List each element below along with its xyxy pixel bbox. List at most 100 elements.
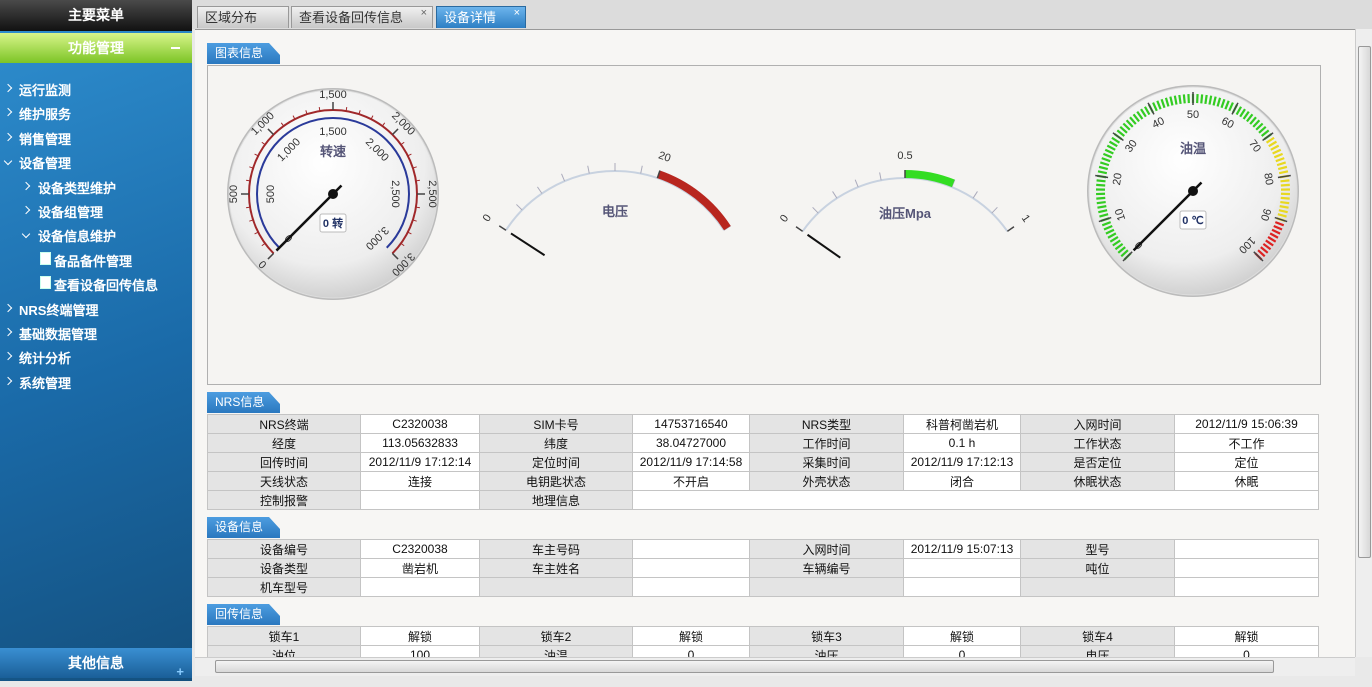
tab[interactable]: 设备详情× xyxy=(436,6,526,28)
label-cell: NRS类型 xyxy=(750,415,904,434)
menu-item[interactable]: 维护服务 xyxy=(19,104,71,123)
gauge-arc xyxy=(803,178,1008,231)
menu-item[interactable]: 统计分析 xyxy=(19,348,71,367)
menu-item[interactable]: 设备类型维护 xyxy=(38,178,116,197)
v-scrollbar[interactable] xyxy=(1355,29,1372,657)
section-tab: NRS信息 xyxy=(207,392,280,413)
menu-group[interactable]: 功能管理 xyxy=(0,33,192,63)
menu-item[interactable]: 销售管理 xyxy=(19,129,71,148)
chevron xyxy=(22,230,30,238)
menu-item[interactable]: 运行监测 xyxy=(19,80,71,99)
value-cell: 解锁 xyxy=(633,627,750,646)
tick-mark xyxy=(796,227,803,232)
chevron xyxy=(4,352,12,360)
value-cell: 0.1 h xyxy=(904,434,1021,453)
value-cell: 113.05632833 xyxy=(361,434,480,453)
table-row: 设备类型凿岩机车主姓名车辆编号吨位 xyxy=(208,559,1319,578)
collapse-icon[interactable] xyxy=(171,47,180,49)
tab[interactable]: 区域分布 xyxy=(197,6,289,28)
value-cell xyxy=(633,578,750,597)
menu-item[interactable]: 设备组管理 xyxy=(38,202,103,221)
menu-item[interactable]: 基础数据管理 xyxy=(19,324,97,343)
label-cell: 工作状态 xyxy=(1021,434,1175,453)
table-row: 天线状态连接电钥匙状态不开启外壳状态闭合休眠状态休眠 xyxy=(208,472,1319,491)
tab-close[interactable]: × xyxy=(421,2,427,24)
menu-item[interactable]: 设备信息维护 xyxy=(38,226,116,245)
v-scroll-thumb[interactable] xyxy=(1358,46,1371,558)
chevron xyxy=(4,328,12,336)
value-cell: 定位 xyxy=(1175,453,1319,472)
label-cell: 车主号码 xyxy=(480,540,633,559)
tick-label: 2,500 xyxy=(426,180,438,208)
chevron xyxy=(4,108,12,116)
h-scroll-thumb[interactable] xyxy=(215,660,1274,673)
value-cell: 凿岩机 xyxy=(361,559,480,578)
expand-icon[interactable]: + xyxy=(176,657,184,687)
band-segment xyxy=(1205,95,1206,104)
gauge-band xyxy=(659,174,728,228)
tick-label: 0 xyxy=(778,213,791,225)
label-cell: 是否定位 xyxy=(1021,453,1175,472)
h-scrollbar[interactable] xyxy=(195,657,1355,676)
label-cell: 入网时间 xyxy=(1021,415,1175,434)
label-cell: 车辆编号 xyxy=(750,559,904,578)
value-cell: 2012/11/9 15:06:39 xyxy=(1175,415,1319,434)
label-cell: 车主姓名 xyxy=(480,559,633,578)
label-cell xyxy=(1021,578,1175,597)
label-cell: 锁车4 xyxy=(1021,627,1175,646)
minor-tick xyxy=(346,107,347,111)
label-cell: 型号 xyxy=(1021,540,1175,559)
label-cell: 锁车2 xyxy=(480,627,633,646)
menu-item[interactable]: 系统管理 xyxy=(19,373,71,392)
menu-footer[interactable]: 其他信息+ xyxy=(0,648,192,678)
value-cell: 38.04727000 xyxy=(633,434,750,453)
tick-label: 2,500 xyxy=(389,180,401,208)
band-segment xyxy=(1281,185,1290,186)
tab[interactable]: 查看设备回传信息× xyxy=(291,6,433,28)
value-cell xyxy=(361,491,480,510)
minor-tick xyxy=(246,207,250,208)
needle xyxy=(511,233,545,255)
label-cell: 经度 xyxy=(208,434,361,453)
minor-tick xyxy=(833,191,837,198)
minor-tick xyxy=(319,107,320,111)
value-cell: C2320038 xyxy=(361,415,480,434)
label-cell: 采集时间 xyxy=(750,453,904,472)
minor-tick xyxy=(813,207,819,213)
band-segment xyxy=(1179,95,1180,104)
band-segment xyxy=(1097,202,1106,203)
minor-tick xyxy=(516,204,522,210)
value-cell: 休眠 xyxy=(1175,472,1319,491)
value-cell: 连接 xyxy=(361,472,480,491)
value-cell: 2012/11/9 15:07:13 xyxy=(904,540,1021,559)
menu-item[interactable]: 查看设备回传信息 xyxy=(54,275,158,294)
value-cell: 解锁 xyxy=(904,627,1021,646)
label-cell: 设备类型 xyxy=(208,559,361,578)
minor-tick xyxy=(641,166,643,174)
value-cell: 不工作 xyxy=(1175,434,1319,453)
minor-tick xyxy=(562,174,565,181)
menu-item[interactable]: NRS终端管理 xyxy=(19,300,98,319)
minor-tick xyxy=(537,187,541,194)
group-title: 功能管理 xyxy=(68,40,124,56)
band-segment xyxy=(1097,206,1106,208)
gauge-title: 油温 xyxy=(1180,141,1206,156)
value-cell xyxy=(904,578,1021,597)
menu-item[interactable]: 备品备件管理 xyxy=(54,251,132,270)
sidebar: 主要菜单 功能管理 运行监测维护服务销售管理设备管理设备类型维护设备组管理设备信… xyxy=(0,0,192,681)
menu-item[interactable]: 设备管理 xyxy=(19,153,71,172)
section-tab: 回传信息 xyxy=(207,604,280,625)
gauge-arc xyxy=(506,171,724,230)
needle-cap xyxy=(328,189,338,199)
section-tab: 设备信息 xyxy=(207,517,280,538)
value-cell xyxy=(633,540,750,559)
tab-close[interactable]: × xyxy=(514,2,520,24)
label-cell: 工作时间 xyxy=(750,434,904,453)
tick-label: 0.5 xyxy=(897,150,912,162)
value-cell: 不开启 xyxy=(633,472,750,491)
minor-tick xyxy=(973,191,977,198)
label-cell xyxy=(750,578,904,597)
